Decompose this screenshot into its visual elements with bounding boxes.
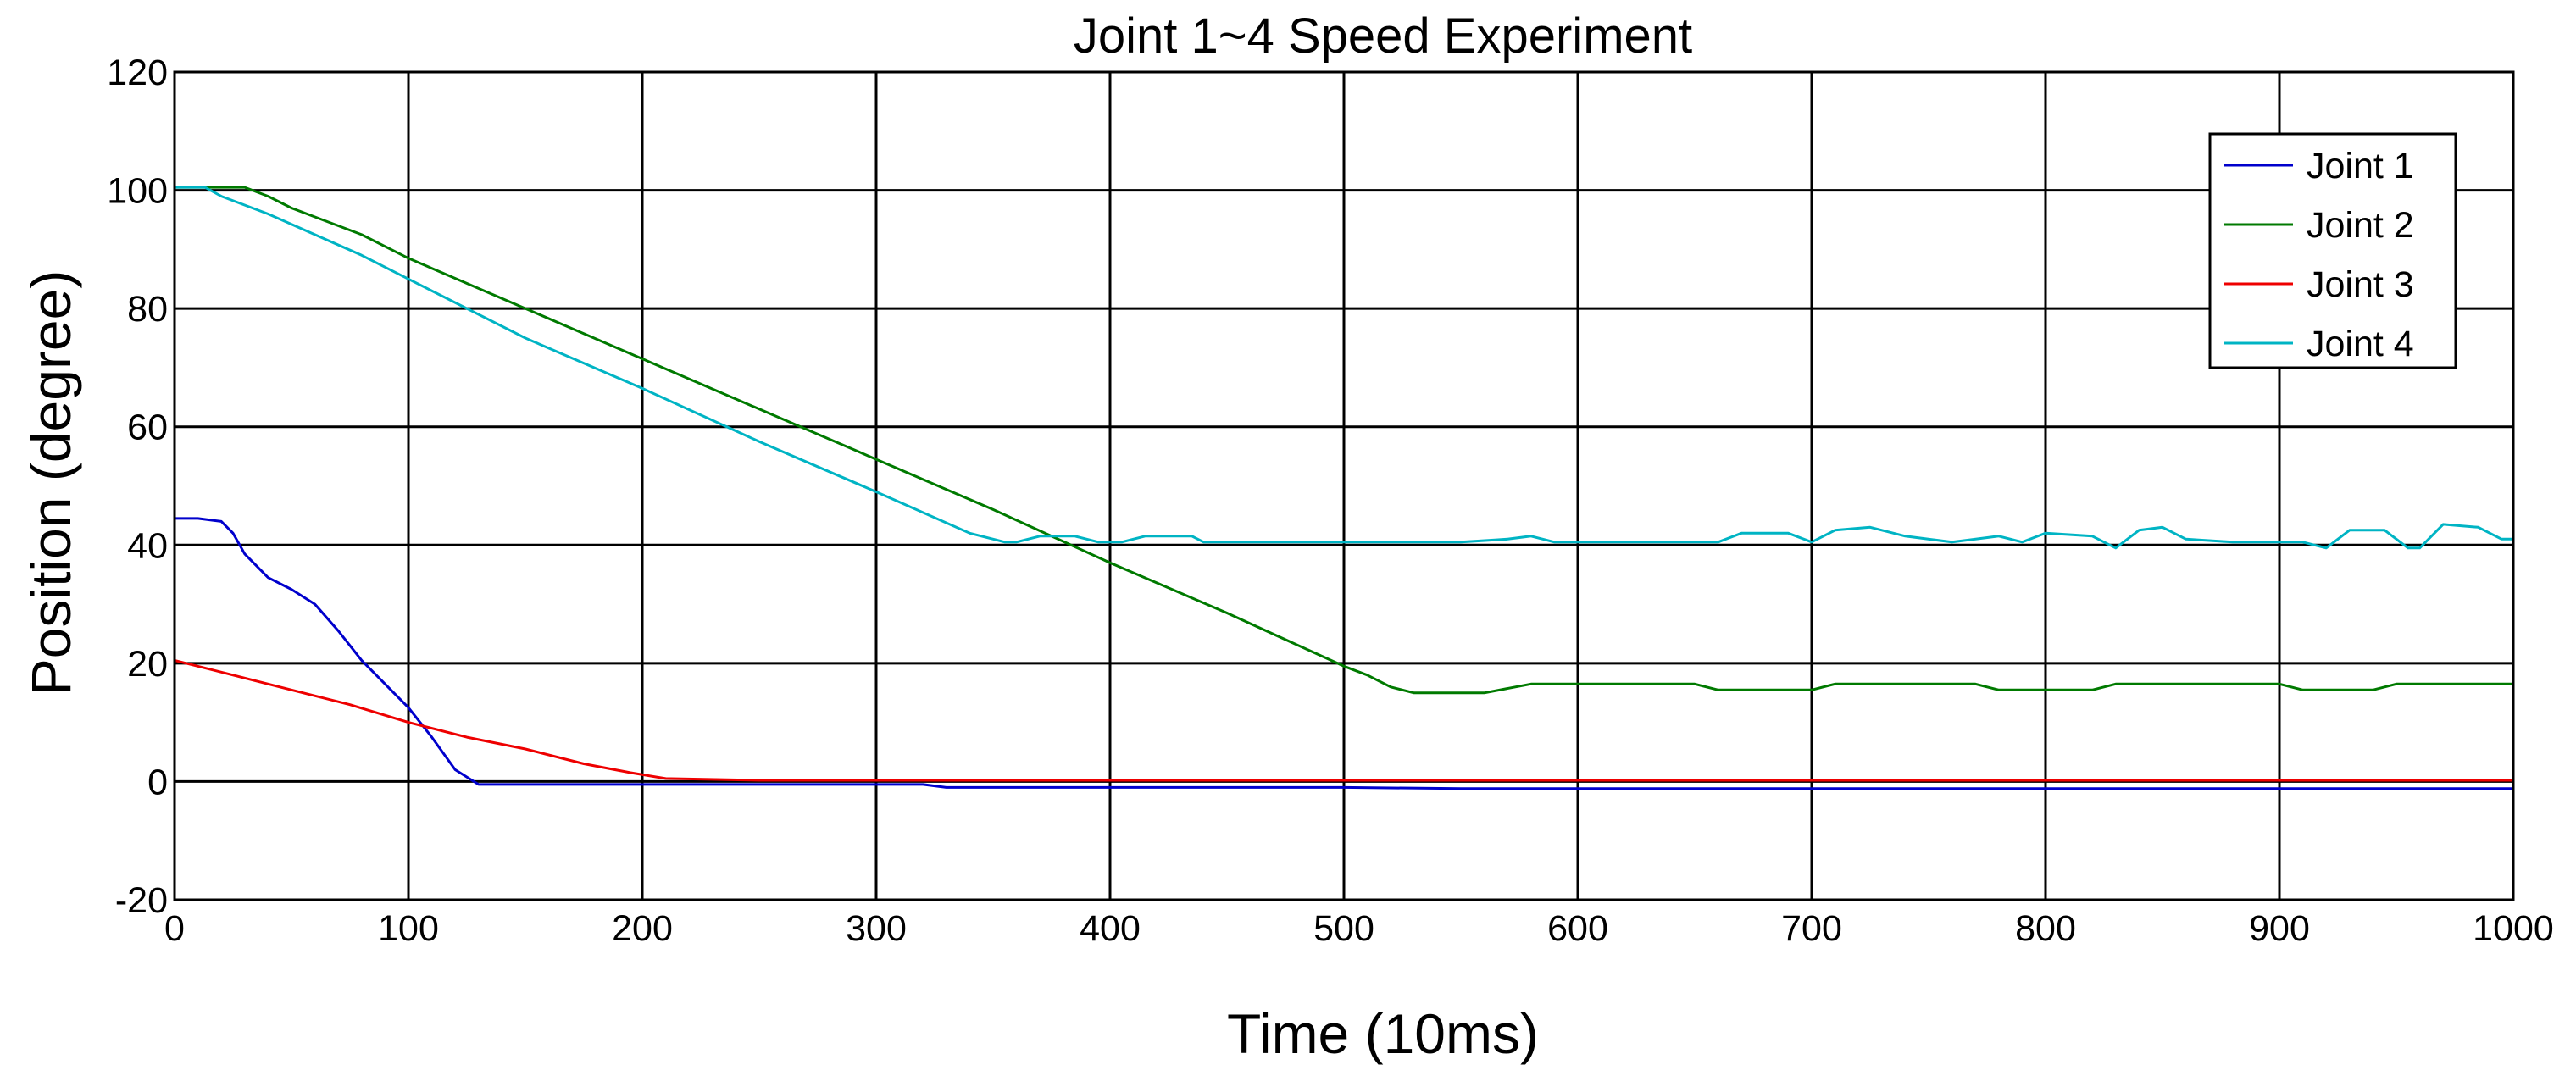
- y-tick-label: 60: [127, 408, 168, 448]
- y-axis-title: Position (degree): [19, 270, 82, 696]
- series-line-joint-4: [175, 186, 2513, 550]
- x-tick-label: 300: [846, 908, 907, 949]
- legend-label-joint-4: Joint 4: [2307, 324, 2414, 364]
- legend-box: [2208, 132, 2457, 369]
- x-tick-label: 0: [164, 908, 185, 949]
- y-tick-label: 120: [107, 53, 168, 93]
- plot-frame: [173, 70, 2515, 901]
- legend: Joint 1 Joint 2 Joint 3 Joint 4: [2208, 132, 2457, 369]
- legend-label-joint-1: Joint 1: [2307, 146, 2414, 186]
- legend-label-joint-3: Joint 3: [2307, 264, 2414, 305]
- series-line-joint-3: [174, 658, 2513, 782]
- x-axis-title: Time (10ms): [1227, 1002, 1539, 1065]
- x-tick-label: 400: [1080, 908, 1141, 949]
- y-tick-label: 100: [107, 171, 168, 212]
- x-tick-label: 700: [1781, 908, 1842, 949]
- x-tick-labels: 0 100 200 300 400 500 600 700 800 900 1000: [164, 908, 2554, 949]
- series-lines: [174, 186, 2513, 790]
- y-tick-label: 80: [127, 289, 168, 330]
- y-tick-label: 40: [127, 525, 168, 566]
- x-tick-label: 800: [2015, 908, 2076, 949]
- legend-label-joint-2: Joint 2: [2307, 205, 2414, 246]
- x-tick-label: 900: [2249, 908, 2310, 949]
- y-tick-label: 20: [127, 644, 168, 685]
- series-line-joint-2: [175, 186, 2513, 695]
- y-tick-labels: -20 0 20 40 60 80 100 120: [107, 53, 168, 921]
- chart-title: Joint 1~4 Speed Experiment: [1074, 8, 1692, 64]
- x-tick-label: 600: [1547, 908, 1608, 949]
- series-line-joint-1: [175, 517, 2513, 790]
- x-tick-label: 500: [1313, 908, 1374, 949]
- x-tick-label: 1000: [2473, 908, 2554, 949]
- x-tick-label: 100: [378, 908, 439, 949]
- y-tick-label: -20: [115, 880, 168, 921]
- y-tick-label: 0: [147, 762, 168, 802]
- x-tick-label: 200: [612, 908, 673, 949]
